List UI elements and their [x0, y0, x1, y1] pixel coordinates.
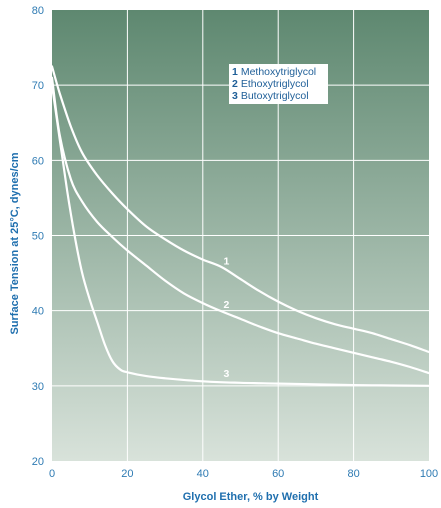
x-tick-label: 0: [49, 468, 55, 480]
y-tick-label: 20: [32, 456, 44, 468]
x-axis-title: Glycol Ether, % by Weight: [183, 491, 319, 503]
legend-entry-number: 2: [232, 78, 238, 90]
series-line-2: [50, 76, 431, 375]
legend-entry-name: Methoxytriglycol: [241, 66, 316, 78]
x-tick-label: 40: [197, 468, 209, 480]
y-axis-ticks: 20 30 40 50 60 70 80: [32, 5, 44, 468]
series-label-2: 2: [223, 299, 229, 311]
x-tick-label: 60: [272, 468, 284, 480]
series-labels: 1 2 3: [223, 255, 229, 380]
legend-entry-name: Ethoxytriglycol: [241, 78, 309, 90]
series-line-1: [50, 65, 431, 354]
y-tick-label: 30: [32, 381, 44, 393]
legend-entry-name: Butoxytriglycol: [241, 90, 309, 102]
y-tick-label: 80: [32, 5, 44, 17]
y-tick-label: 70: [32, 80, 44, 92]
x-tick-label: 100: [420, 468, 438, 480]
x-tick-label: 80: [347, 468, 359, 480]
y-tick-label: 50: [32, 231, 44, 243]
series-label-3: 3: [223, 368, 229, 380]
x-axis-ticks: 0 20 40 60 80 100: [49, 468, 438, 480]
legend-entry: 1 Methoxytriglycol: [232, 66, 316, 78]
y-tick-label: 40: [32, 306, 44, 318]
y-axis-title: Surface Tension at 25°C, dynes/cm: [9, 152, 21, 334]
legend-entry: 2 Ethoxytriglycol: [232, 78, 309, 90]
x-tick-label: 20: [121, 468, 133, 480]
series-lines: [50, 65, 431, 387]
legend-entry: 3 Butoxytriglycol: [232, 90, 309, 102]
legend-entry-number: 3: [232, 90, 238, 102]
legend-entry-number: 1: [232, 66, 238, 78]
legend-box: [229, 64, 328, 104]
series-line-3: [50, 84, 431, 387]
series-label-1: 1: [223, 255, 229, 267]
y-tick-label: 60: [32, 155, 44, 167]
